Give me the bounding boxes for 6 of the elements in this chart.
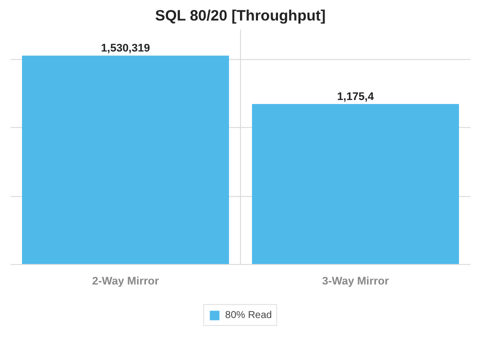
- x-tick-label: 2-Way Mirror: [92, 276, 160, 288]
- chart-title: SQL 80/20 [Throughput]: [155, 8, 326, 24]
- data-label: 1,530,319: [101, 42, 150, 55]
- x-tick-label: 3-Way Mirror: [322, 276, 390, 288]
- data-label: 1,175,4: [337, 91, 375, 104]
- legend-label: 80% Read: [225, 310, 272, 320]
